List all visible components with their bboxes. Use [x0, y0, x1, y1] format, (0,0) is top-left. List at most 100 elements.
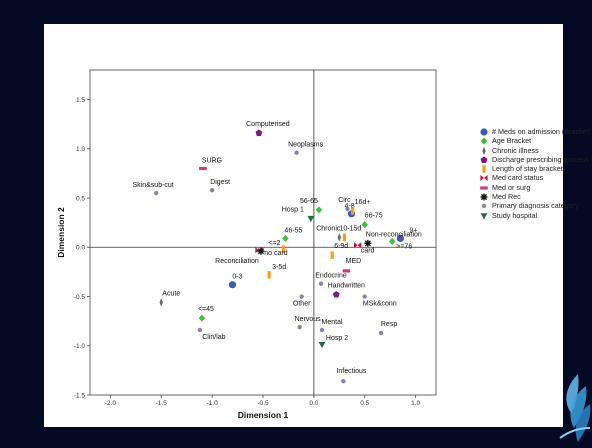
marker-shape — [199, 166, 207, 171]
point-label: <=2 — [268, 240, 280, 247]
series-3: Computerised Handwritten — [246, 121, 365, 298]
y-tick-label: 1.0 — [76, 146, 85, 153]
legend-marker — [480, 175, 488, 182]
series-8: Skin&sub-cut Digest Neoplasms Circ Endocrine… — [133, 142, 397, 384]
series-2: Acute Chronic — [159, 225, 342, 307]
point-label: MSk&conn — [363, 301, 397, 308]
x-tick-label: 0.5 — [360, 400, 369, 407]
marker-shape — [480, 175, 484, 182]
data-point — [197, 327, 203, 333]
y-tick-label: 1.5 — [76, 97, 85, 104]
point-label: Reconciliation — [215, 258, 259, 265]
marker-shape — [361, 221, 368, 229]
series-6: SURG MED — [199, 157, 362, 273]
data-point — [342, 269, 351, 273]
data-point — [318, 341, 326, 349]
series-1: <=45 46-55 56-65 66-75 >=76 — [198, 198, 412, 322]
marker-shape — [480, 193, 488, 201]
data-point — [297, 324, 302, 330]
marker-shape — [341, 379, 346, 384]
x-tick-label: -2.0 — [105, 400, 117, 407]
series-4: <=2 3-5d 6-9d 10-15d 16d+ — [267, 199, 371, 279]
data-point — [332, 290, 340, 298]
legend-label: Med Rec — [492, 192, 521, 202]
point-label: Other — [293, 301, 311, 308]
marker-shape — [378, 330, 384, 336]
point-label: Chronic — [316, 225, 341, 232]
legend-marker-shape — [480, 156, 488, 163]
marker-shape — [482, 146, 486, 155]
data-point — [307, 215, 315, 223]
data-point — [153, 190, 159, 196]
point-label: 46-55 — [284, 227, 302, 234]
point-label: Circ — [338, 197, 351, 204]
marker-shape — [337, 233, 342, 242]
data-point — [342, 233, 347, 242]
data-point — [228, 281, 237, 289]
marker-shape — [345, 206, 350, 212]
y-axis-title: Dimension 2 — [56, 207, 66, 258]
legend-label: Primary diagnosis category — [492, 201, 579, 211]
data-point — [389, 237, 396, 245]
point-label: MED — [346, 258, 362, 265]
point-label: Handwritten — [328, 283, 365, 290]
point-label: 4-8 — [344, 203, 354, 210]
legend-marker-shape — [480, 137, 488, 145]
point-label: Mental — [322, 319, 343, 326]
point-label: no card — [264, 250, 287, 257]
marker-shape — [389, 237, 396, 245]
data-point — [209, 187, 215, 193]
legend-marker — [482, 165, 486, 173]
data-point — [315, 206, 323, 214]
x-tick-label: -1.0 — [207, 400, 219, 407]
data-point — [299, 294, 304, 299]
marker-shape — [299, 294, 304, 299]
point-label: 0-3 — [232, 274, 242, 281]
legend-item: Study hospital — [479, 211, 592, 220]
marker-shape — [228, 281, 237, 289]
brand-leaf-logo — [559, 374, 591, 442]
marker-shape — [332, 290, 340, 298]
point-label: 56-65 — [300, 198, 318, 205]
legend-label: Length of stay bracket — [492, 164, 563, 174]
marker-shape — [294, 150, 299, 155]
point-label: card — [361, 247, 375, 254]
point-label: 16d+ — [355, 199, 371, 206]
point-label: 9+ — [409, 227, 417, 234]
data-point — [396, 234, 404, 243]
marker-shape — [255, 129, 263, 137]
data-point — [159, 298, 163, 307]
y-tick-label: -0.5 — [74, 294, 86, 301]
marker-shape — [480, 186, 488, 190]
data-point — [341, 379, 346, 384]
point-label: Hosp 2 — [326, 335, 348, 342]
marker-shape — [153, 190, 159, 196]
legend-label: Med card status — [492, 173, 544, 183]
point-label: Digest — [210, 179, 230, 186]
point-label: Neoplasms — [288, 142, 324, 149]
data-point — [350, 207, 355, 215]
legend-item: Discharge prescribing process — [479, 154, 592, 164]
legend-marker-shape — [480, 193, 488, 201]
marker-shape — [318, 341, 326, 349]
data-point — [319, 327, 325, 333]
series-7: Reconciliation Non-reconciliation — [215, 231, 422, 265]
mca-scatter-chart: -2.0 -1.5 -1.0 -0.5 0.0 0.5 1.0 1.5 1.0 0.5 0.0 -0.… — [56, 69, 437, 420]
legend-label: Discharge prescribing process — [492, 154, 589, 164]
legend-item: Length of stay bracket — [479, 164, 592, 174]
marker-shape — [297, 324, 302, 330]
legend-item: Med card status — [479, 174, 592, 182]
data-point — [364, 239, 372, 247]
legend-marker — [480, 137, 488, 145]
x-tick-label: -0.5 — [257, 400, 269, 407]
data-point — [267, 271, 271, 279]
marker-shape — [357, 242, 362, 249]
chart-panel: -2.0 -1.5 -1.0 -0.5 0.0 0.5 1.0 1.5 1.0 0.5 0.0 -0.… — [44, 24, 591, 427]
legend-item: # Meds on admission (Bracket) — [479, 127, 592, 136]
marker-shape — [481, 204, 487, 209]
point-label: Computerised — [246, 121, 290, 128]
marker-shape — [354, 242, 358, 249]
marker-shape — [209, 187, 215, 193]
y-tick-label: 0.0 — [76, 245, 85, 252]
marker-shape — [315, 206, 323, 214]
